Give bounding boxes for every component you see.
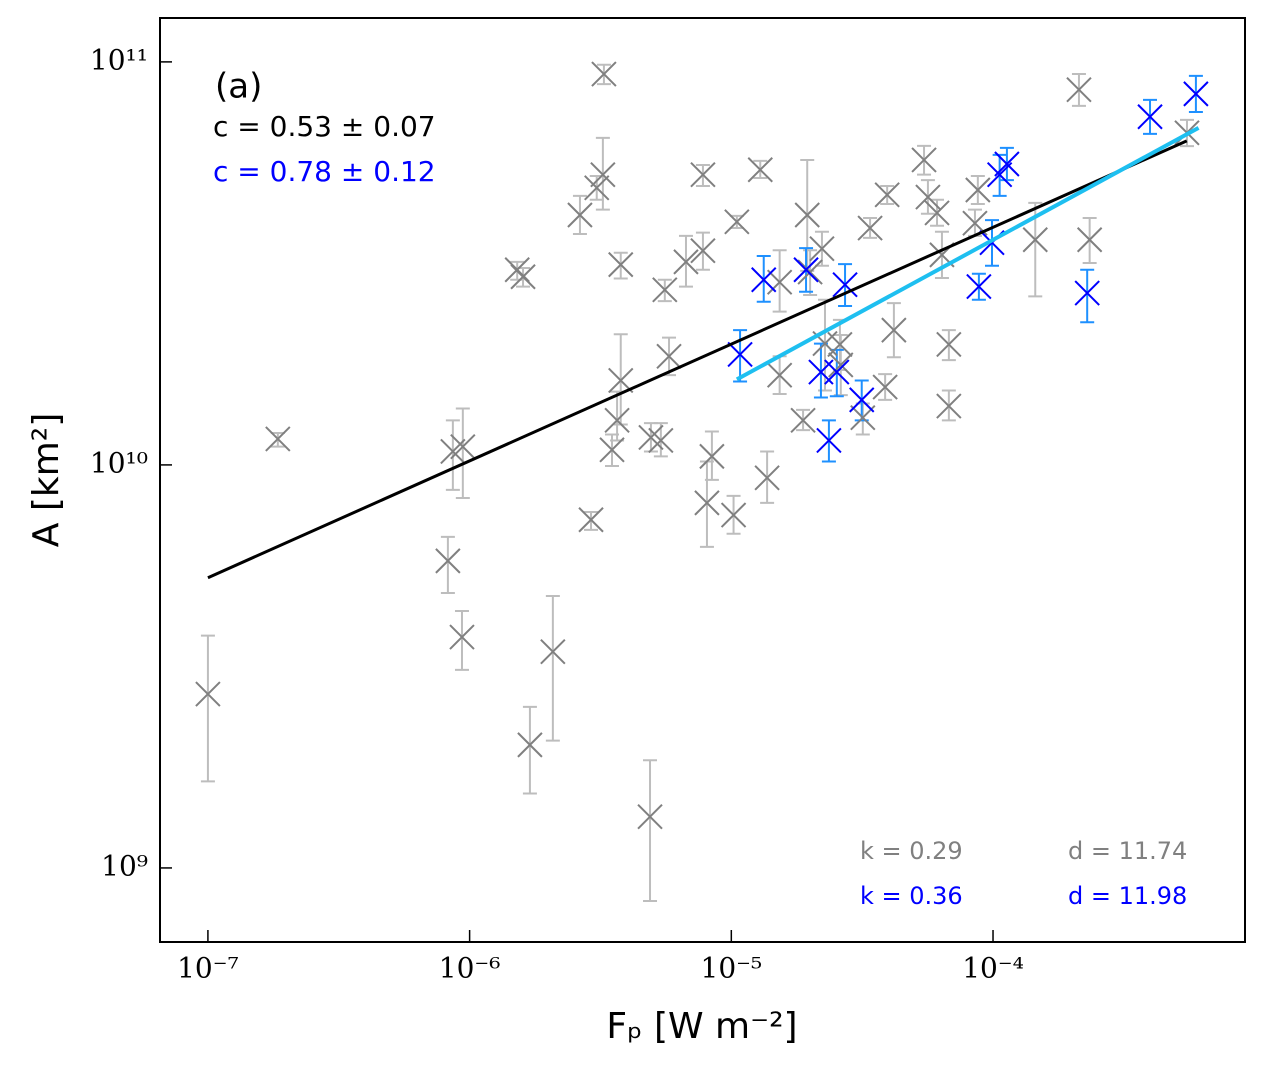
marker: [694, 490, 720, 516]
marker: [816, 427, 842, 454]
marker: [832, 271, 858, 298]
marker: [915, 184, 941, 210]
marker: [652, 277, 678, 303]
error-bar: [522, 705, 537, 795]
error-bar: [643, 759, 658, 902]
fit-line: [735, 126, 1200, 382]
annotation: k = 0.29: [860, 837, 963, 865]
marker: [195, 681, 221, 707]
marker: [809, 235, 835, 262]
marker: [591, 61, 617, 87]
marker: [824, 359, 850, 385]
marker: [766, 269, 793, 295]
y-tick-label: 10¹¹: [90, 43, 148, 76]
marker: [1076, 227, 1103, 253]
marker: [797, 259, 823, 285]
marker: [766, 362, 793, 388]
marker: [790, 407, 816, 434]
marker: [590, 161, 616, 188]
marker: [1074, 280, 1100, 306]
marker: [604, 407, 630, 434]
marker: [965, 177, 991, 203]
marker: [449, 624, 475, 650]
annotation: c = 0.53 ± 0.07: [213, 110, 436, 143]
marker: [599, 437, 625, 463]
marker: [690, 238, 716, 264]
marker: [638, 424, 664, 451]
annotation: c = 0.78 ± 0.12: [213, 155, 436, 188]
marker: [986, 161, 1013, 188]
error-bar: [200, 634, 215, 783]
marker: [578, 507, 604, 533]
marker: [608, 251, 634, 278]
error-bar: [455, 407, 470, 499]
x-tick-label: 10⁻⁴: [962, 952, 1024, 985]
x-tick-label: 10⁻⁶: [439, 952, 501, 985]
marker: [794, 202, 820, 228]
marker: [881, 317, 907, 343]
annotation: (a): [215, 67, 262, 107]
marker: [1137, 104, 1163, 130]
marker: [828, 352, 854, 378]
marker: [517, 732, 543, 758]
marker: [450, 433, 476, 460]
annotation: d = 11.98: [1068, 882, 1187, 910]
marker: [857, 215, 883, 241]
annotation: k = 0.36: [860, 882, 963, 910]
y-tick-label: 10¹⁰: [90, 446, 148, 479]
marker: [435, 548, 461, 574]
marker: [849, 387, 875, 413]
marker: [994, 151, 1020, 177]
marker: [936, 393, 962, 419]
marker: [510, 264, 536, 290]
x-tick-label: 10⁻⁷: [177, 952, 239, 985]
marker: [727, 341, 753, 368]
marker: [265, 426, 291, 452]
marker: [793, 257, 819, 283]
marker: [584, 175, 610, 201]
plot-frame: [159, 17, 1246, 943]
marker: [1183, 81, 1209, 107]
error-bar: [445, 419, 460, 491]
marker: [747, 157, 773, 183]
marker: [936, 331, 962, 358]
marker: [872, 374, 898, 400]
x-tick-label: 10⁻⁵: [701, 952, 763, 985]
marker: [754, 465, 780, 491]
marker: [656, 343, 682, 370]
error-bar: [1080, 268, 1095, 324]
marker: [540, 638, 566, 665]
marker: [720, 502, 747, 528]
marker: [567, 202, 593, 228]
marker: [1022, 227, 1048, 253]
marker: [911, 147, 937, 173]
marker: [1066, 77, 1092, 103]
marker: [699, 443, 725, 470]
marker: [966, 273, 992, 300]
marker: [874, 182, 900, 208]
x-axis-label: Fₚ [W m⁻²]: [606, 1006, 797, 1047]
marker: [827, 331, 853, 358]
y-tick-label: 10⁹: [101, 849, 148, 882]
marker: [924, 200, 950, 226]
error-bar: [440, 535, 455, 595]
y-axis-label: A [km²]: [26, 413, 67, 548]
fit-line: [207, 139, 1188, 580]
marker: [673, 249, 699, 275]
marker: [637, 804, 663, 830]
annotation: d = 11.74: [1068, 837, 1187, 865]
marker: [690, 161, 716, 188]
error-bar: [454, 610, 469, 671]
error-bar: [545, 594, 560, 742]
marker: [648, 427, 674, 454]
marker: [751, 267, 777, 293]
marker: [724, 209, 750, 235]
